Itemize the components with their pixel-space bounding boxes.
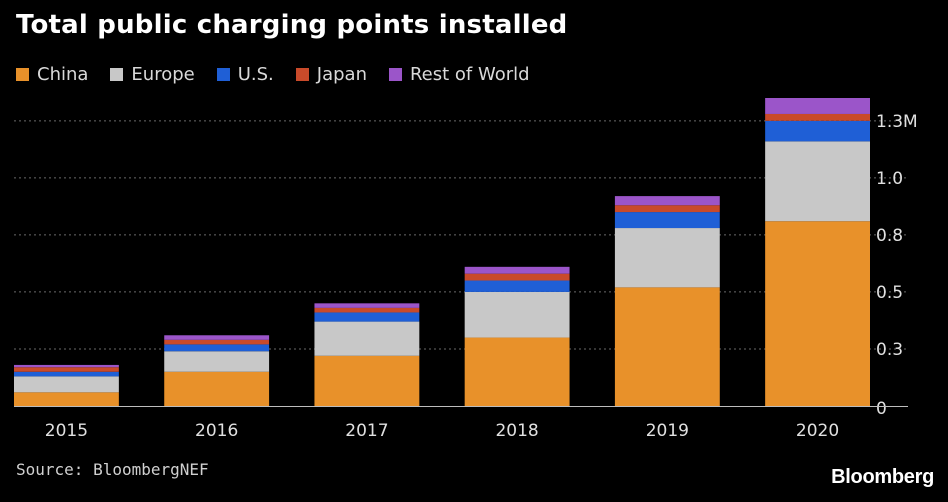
bar-segment-china-2016 <box>164 371 270 406</box>
legend-item-europe: Europe <box>110 64 195 85</box>
legend-label: Europe <box>131 64 195 85</box>
bar-segment-china-2017 <box>314 355 420 406</box>
bar-segment-rest-of-world-2018 <box>464 266 570 274</box>
x-tick-label: 2017 <box>345 421 388 441</box>
bar-segment-europe-2015 <box>14 376 119 393</box>
legend-item-rest-of-world: Rest of World <box>388 64 530 85</box>
bar-segment-rest-of-world-2020 <box>765 98 870 114</box>
bar-segment-europe-2020 <box>765 141 870 222</box>
legend-item-japan: Japan <box>295 64 367 85</box>
chart-legend: China Europe U.S. Japan Rest of World <box>16 64 552 85</box>
bar-segment-u-s-2015 <box>14 371 119 377</box>
bar-segment-japan-2020 <box>765 113 870 121</box>
bar-segment-rest-of-world-2016 <box>164 335 270 340</box>
bar-segment-rest-of-world-2015 <box>14 364 119 368</box>
bar-segment-europe-2018 <box>464 291 570 338</box>
bar-segment-u-s-2017 <box>314 312 420 322</box>
y-tick-label: 1.0 <box>876 169 903 189</box>
bar-segment-japan-2018 <box>464 273 570 281</box>
bar-segment-u-s-2020 <box>765 120 870 142</box>
y-tick-label: 0.8 <box>876 226 903 246</box>
legend-swatch <box>295 68 309 81</box>
legend-swatch <box>16 68 29 81</box>
bar-segment-japan-2015 <box>14 367 119 372</box>
source-note: Source: BloombergNEF <box>16 460 209 479</box>
legend-label: Japan <box>316 64 367 85</box>
legend-label: China <box>37 64 89 85</box>
bar-segment-rest-of-world-2017 <box>314 303 420 308</box>
legend-swatch <box>110 68 124 81</box>
bar-segment-china-2018 <box>464 337 570 406</box>
legend-swatch <box>388 68 402 81</box>
bar-segment-japan-2019 <box>614 205 720 213</box>
bar-segment-europe-2017 <box>314 321 420 356</box>
bar-segment-japan-2017 <box>314 307 420 313</box>
x-tick-label: 2019 <box>646 421 689 441</box>
y-tick-label: 0.5 <box>876 283 903 303</box>
bar-segment-china-2019 <box>614 287 720 406</box>
bloomberg-logo: Bloomberg <box>831 466 934 488</box>
y-tick-label: 0 <box>876 399 887 419</box>
legend-item-china: China <box>16 64 88 85</box>
x-tick-label: 2016 <box>195 421 238 441</box>
x-tick-label: 2015 <box>45 421 88 441</box>
bar-segment-u-s-2016 <box>164 344 270 352</box>
legend-swatch <box>216 68 230 81</box>
legend-label: Rest of World <box>409 64 530 85</box>
y-tick-label: 1.3M <box>876 112 918 132</box>
bar-segment-china-2015 <box>14 392 119 406</box>
legend-item-us: U.S. <box>216 64 274 85</box>
x-tick-label: 2018 <box>495 421 538 441</box>
y-tick-label: 0.3 <box>876 340 903 360</box>
bar-segment-japan-2016 <box>164 339 270 345</box>
bar-segment-europe-2019 <box>614 228 720 288</box>
bar-segment-u-s-2019 <box>614 212 720 229</box>
bar-segment-u-s-2018 <box>464 280 570 292</box>
legend-label: U.S. <box>237 64 274 85</box>
bar-segment-rest-of-world-2019 <box>614 196 720 206</box>
bar-segment-china-2020 <box>765 221 870 406</box>
chart-title: Total public charging points installed <box>16 10 568 40</box>
bar-segment-europe-2016 <box>164 351 270 372</box>
x-tick-label: 2020 <box>796 421 839 441</box>
